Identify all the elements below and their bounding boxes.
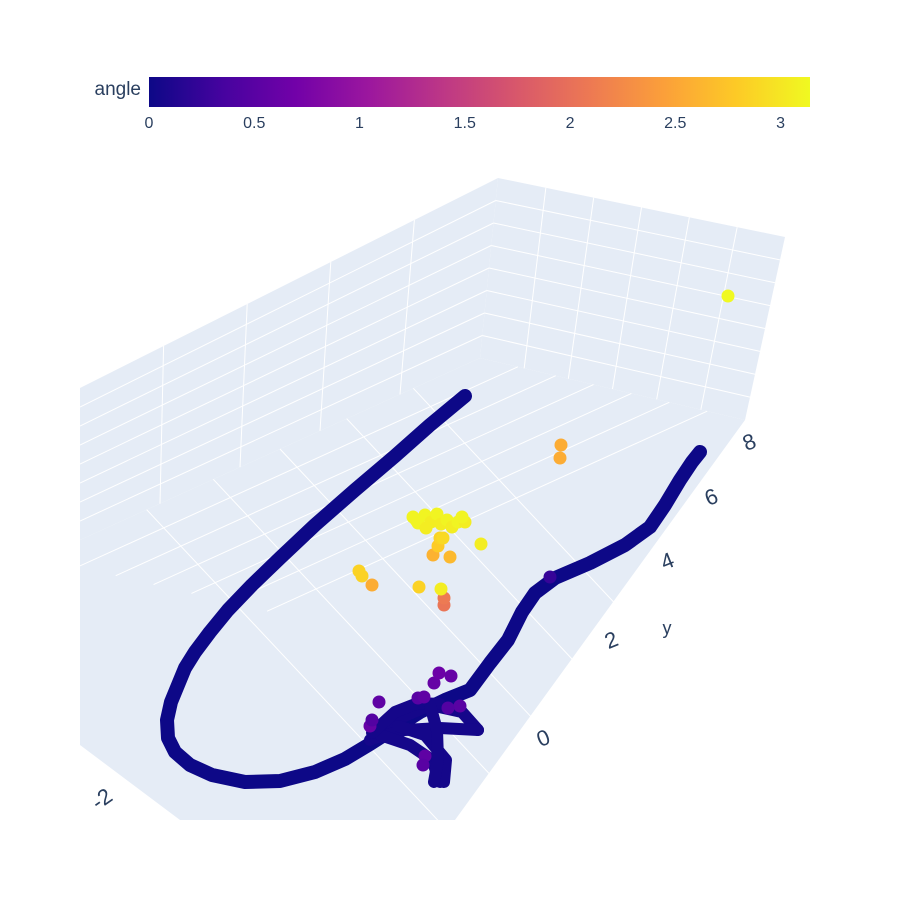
y-axis-title: y: [663, 618, 672, 638]
data-point: [365, 713, 379, 727]
colorbar-tick-label: 3: [776, 115, 785, 132]
grid-line: [486, 290, 761, 352]
data-point: [427, 676, 441, 690]
grid-line: [495, 200, 781, 261]
x-tick-label: -2: [87, 783, 117, 815]
scatter-points: [352, 289, 735, 772]
y-tick-label: 2: [601, 626, 622, 654]
grid-line: [279, 448, 581, 770]
side-wall: [80, 178, 498, 540]
data-point: [453, 699, 467, 713]
colorbar-tick-label: 0.5: [243, 115, 265, 132]
grid-line: [115, 375, 556, 577]
data-point: [543, 570, 557, 584]
data-point: [372, 695, 386, 709]
grid-line: [146, 509, 439, 820]
grid-line: [191, 392, 632, 594]
grid-line: [266, 410, 708, 612]
data-point: [441, 701, 455, 715]
grid-lines: [80, 187, 781, 820]
grid-line: [80, 245, 492, 446]
data-point: [419, 521, 433, 535]
grid-line: [153, 384, 594, 586]
grid-line: [493, 222, 776, 284]
grid-line: [80, 222, 494, 427]
data-point: [444, 669, 458, 683]
y-tick-label: 8: [739, 428, 760, 456]
trajectory-line: [160, 389, 707, 789]
colorbar-title: angle: [95, 79, 142, 100]
cluster-stroke: [424, 699, 444, 788]
data-point: [721, 289, 735, 303]
data-point: [412, 580, 426, 594]
data-point: [455, 510, 469, 524]
floor: [80, 358, 745, 820]
colorbar-tick-label: 2.5: [664, 115, 686, 132]
data-point: [434, 582, 448, 596]
grid-line: [80, 312, 485, 503]
data-point: [553, 451, 567, 465]
grid-line: [80, 335, 483, 522]
colorbar-ticks: 0 0.5 1 1.5 2 2.5 3: [145, 115, 786, 132]
y-tick-label: 4: [657, 547, 678, 575]
grid-line: [80, 290, 487, 484]
colorbar-tick-label: 1: [355, 115, 364, 132]
grid-line: [229, 401, 670, 603]
grid-line: [80, 366, 519, 567]
grid-line: [346, 418, 648, 740]
colorbar-tick-label: 2: [566, 115, 575, 132]
scene: [80, 178, 785, 820]
grid-line: [482, 335, 751, 398]
trajectory-series: [160, 389, 707, 789]
grid-line: [80, 267, 490, 465]
data-point: [416, 758, 430, 772]
data-point: [432, 666, 446, 680]
grid-line: [212, 478, 514, 800]
data-point: [355, 569, 369, 583]
data-point: [430, 507, 444, 521]
data-point: [554, 438, 568, 452]
data-point: [443, 550, 457, 564]
data-point: [474, 537, 488, 551]
data-point: [409, 513, 423, 527]
grid-line: [488, 267, 766, 329]
colorbar: [149, 77, 810, 107]
data-point: [365, 578, 379, 592]
colorbar-tick-label: 1.5: [454, 115, 476, 132]
y-tick-label: 6: [701, 483, 722, 511]
grid-line: [412, 387, 714, 709]
data-point: [417, 690, 431, 704]
data-point: [436, 531, 450, 545]
colorbar-tick-label: 0: [145, 115, 154, 132]
grid-line: [484, 312, 756, 375]
grid-line: [80, 200, 496, 408]
